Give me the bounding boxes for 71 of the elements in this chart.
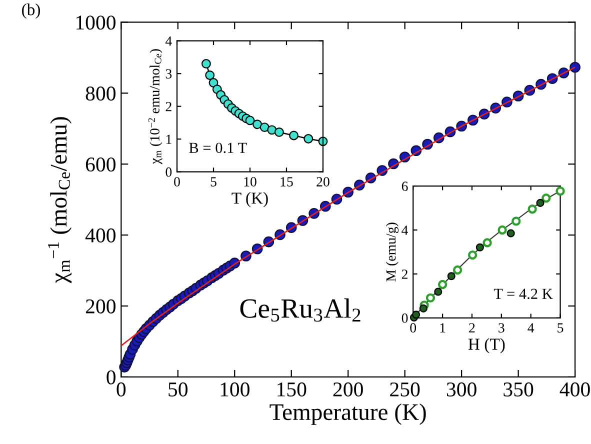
y-tick-label: 0: [106, 370, 116, 384]
x-tick-label: 3: [498, 323, 504, 333]
x-tick-label: 400: [560, 382, 590, 396]
y-tick-label: 0: [166, 167, 172, 177]
y-tick-label: 1000: [76, 16, 116, 30]
point: [536, 198, 544, 207]
x-tick-label: 20: [316, 177, 330, 186]
x-tick-label: 15: [280, 177, 293, 186]
annotation: B = 0.1 T: [189, 142, 247, 154]
point: [201, 59, 211, 68]
point: [542, 194, 551, 203]
x-axis-title: H (T): [468, 338, 505, 354]
y-tick-label: 600: [86, 157, 116, 172]
point: [304, 134, 314, 144]
point: [512, 216, 521, 226]
point: [419, 304, 428, 312]
point: [528, 204, 537, 214]
y-axis-title: χ$_{m}$$^{−1}$ (mol$_{Ce}$/emu): [48, 117, 72, 284]
point: [252, 120, 262, 130]
x-tick-label: 4: [528, 323, 534, 332]
point: [438, 280, 448, 290]
y-axis-title: χ$_{m}$ (10$^{−2}$ emu/mol$_{Ce}$): [148, 49, 162, 164]
point: [205, 70, 215, 80]
point: [267, 125, 277, 135]
annotation: Ce$_{5}$Ru$_{3}$Al$_{2}$: [240, 298, 360, 322]
y-tick-label: 3: [166, 69, 172, 79]
x-tick-label: 0: [410, 323, 416, 333]
x-tick-label: 100: [220, 382, 250, 396]
point: [260, 122, 270, 132]
y-tick-label: 400: [85, 228, 116, 242]
y-tick-label: 2: [402, 270, 408, 279]
x-tick-label: 5: [558, 323, 564, 333]
point: [447, 272, 456, 280]
point: [468, 250, 478, 260]
x-tick-label: 5: [210, 177, 216, 186]
x-axis-title: Temperature (K): [270, 403, 426, 425]
x-tick-label: 2: [469, 323, 475, 332]
point: [289, 130, 299, 140]
x-tick-label: 200: [333, 382, 363, 396]
x-axis-title: T (K): [232, 192, 268, 208]
y-tick-label: 200: [86, 299, 116, 314]
point: [482, 238, 492, 248]
x-tick-label: 1: [440, 323, 446, 332]
y-tick-label: 1: [166, 134, 172, 144]
point: [434, 288, 442, 296]
point: [556, 186, 565, 196]
y-tick-label: 0: [402, 313, 408, 323]
point: [452, 265, 462, 275]
point: [498, 225, 507, 235]
x-tick-label: 10: [244, 177, 256, 186]
point: [426, 293, 436, 302]
x-tick-label: 250: [390, 382, 420, 396]
x-tick-label: 50: [168, 382, 188, 396]
text: (b): [22, 4, 40, 19]
x-tick-label: 0: [116, 382, 126, 396]
point: [245, 116, 255, 126]
point: [476, 243, 484, 252]
y-tick-label: 6: [402, 182, 408, 191]
x-tick-label: 300: [446, 382, 476, 396]
y-tick-label: 4: [165, 36, 172, 46]
y-tick-label: 2: [166, 102, 172, 112]
y-axis-title: M (emu/g): [386, 222, 399, 282]
x-tick-label: 350: [504, 382, 534, 396]
point: [506, 229, 515, 238]
y-tick-label: 800: [86, 86, 116, 101]
x-tick-label: 150: [278, 382, 306, 396]
y-tick-label: 4: [402, 226, 408, 235]
x-tick-label: 0: [174, 177, 180, 186]
point: [412, 310, 420, 319]
point: [274, 127, 284, 137]
annotation: T = 4.2 K: [494, 288, 553, 300]
